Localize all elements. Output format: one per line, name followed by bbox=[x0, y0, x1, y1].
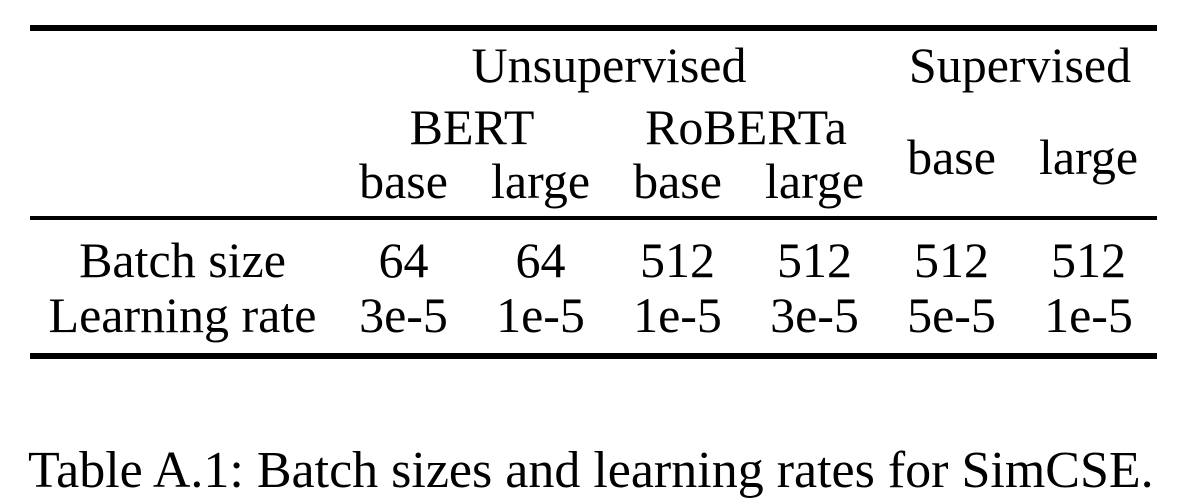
batch-size-roberta-base: 512 bbox=[640, 231, 715, 288]
batch-size-bert-large: 64 bbox=[515, 231, 566, 288]
row-label-batch-size: Batch size bbox=[79, 231, 286, 288]
model-header-bert: BERT bbox=[409, 99, 535, 155]
hyperparameter-table: Unsupervised Supervised BERT RoBERTa bas… bbox=[30, 25, 1158, 359]
batch-size-bert-base: 64 bbox=[378, 231, 429, 288]
table-caption: Table A.1: Batch sizes and learning rate… bbox=[28, 442, 1154, 499]
learning-rate-roberta-large: 3e-5 bbox=[770, 287, 859, 343]
size-header-roberta-large: large bbox=[746, 156, 884, 220]
learning-rate-row: Learning rate 3e-5 1e-5 1e-5 3e-5 5e-5 1… bbox=[30, 287, 1157, 356]
size-header-bert-large: large bbox=[472, 156, 609, 220]
model-header-row: BERT RoBERTa base large bbox=[30, 98, 1158, 220]
size-header-roberta-base: base bbox=[609, 156, 746, 220]
learning-rate-supervised-large: 1e-5 bbox=[1044, 287, 1133, 343]
group-header-supervised: Supervised bbox=[908, 36, 1132, 93]
batch-size-supervised-large: 512 bbox=[1051, 231, 1127, 288]
model-header-roberta: RoBERTa bbox=[645, 99, 847, 155]
batch-size-supervised-base: 512 bbox=[914, 231, 990, 288]
row-label-learning-rate: Learning rate bbox=[48, 287, 317, 343]
learning-rate-roberta-base: 1e-5 bbox=[633, 287, 722, 343]
size-header-supervised-base: base bbox=[883, 98, 1021, 220]
learning-rate-bert-large: 1e-5 bbox=[496, 287, 585, 343]
group-header-unsupervised: Unsupervised bbox=[471, 36, 747, 93]
learning-rate-bert-base: 3e-5 bbox=[359, 287, 448, 343]
header-stub-cell bbox=[30, 28, 335, 220]
group-header-row: Unsupervised Supervised bbox=[30, 28, 1157, 220]
batch-size-row: Batch size 64 64 512 512 512 512 bbox=[30, 218, 1157, 287]
size-header-supervised-large: large bbox=[1020, 98, 1158, 220]
size-header-row: base large base large bbox=[30, 156, 1157, 220]
size-header-bert-base: base bbox=[335, 156, 472, 220]
batch-size-roberta-large: 512 bbox=[777, 231, 852, 288]
learning-rate-supervised-base: 5e-5 bbox=[907, 287, 996, 343]
